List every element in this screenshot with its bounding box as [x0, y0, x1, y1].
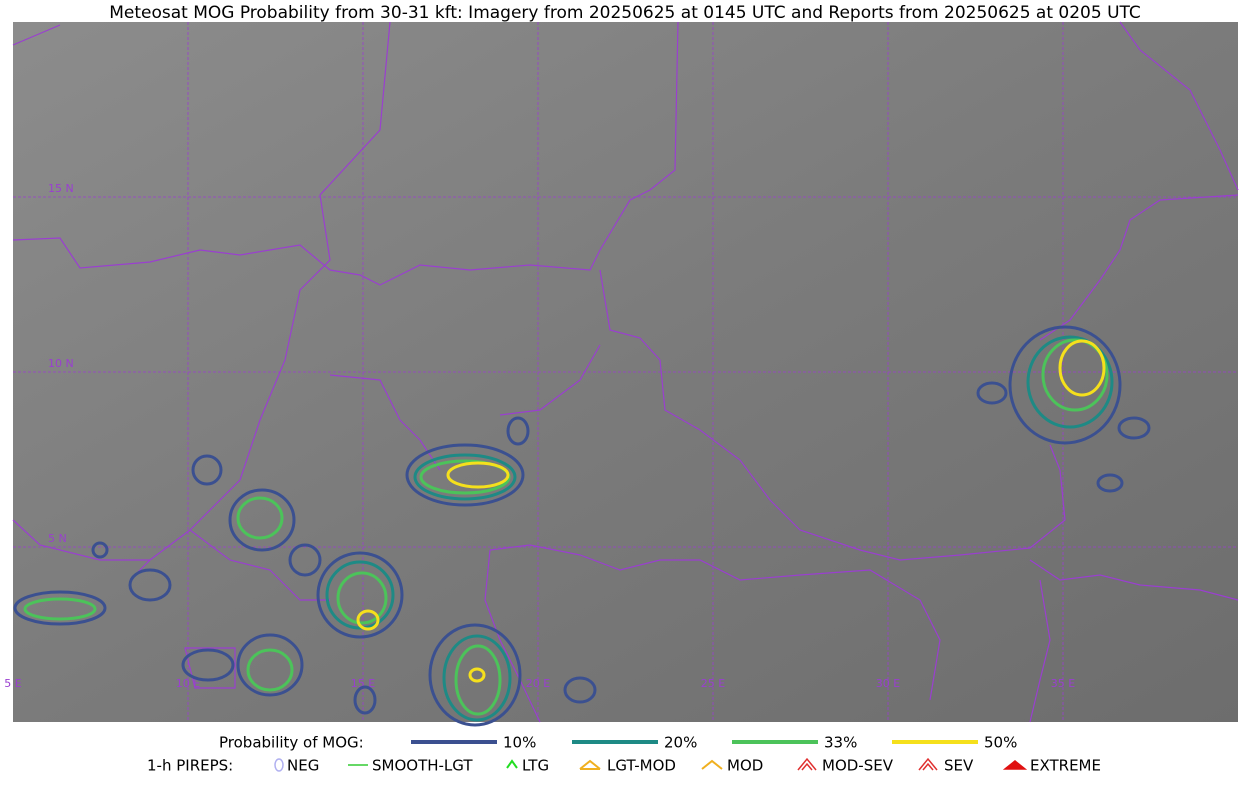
legend-label: Probability of MOG: [219, 734, 364, 752]
legend-text: LGT-MOD [607, 757, 676, 775]
lon-label: 20 E [526, 677, 550, 690]
pirep-icon [1002, 760, 1028, 770]
graticule: 15 N10 N5 N5 E 10 E 15 E 20 E 25 E 30 E 35 E [4, 22, 1238, 722]
pirep-icon [506, 759, 518, 769]
borders [12, 21, 1239, 723]
legend-text: EXTREME [1030, 757, 1101, 775]
lon-label: 10 E [176, 677, 200, 690]
legend-text: 20% [664, 734, 697, 752]
pirep-icon [918, 757, 938, 771]
title: Meteosat MOG Probability from 30-31 kft:… [109, 3, 1141, 23]
legend-text: LTG [522, 757, 549, 775]
legend-label: 1-h PIREPS: [147, 757, 233, 775]
lon-label: 25 E [701, 677, 725, 690]
lon-label: 5 E [4, 677, 21, 690]
pirep-icon [579, 759, 601, 770]
legend-text: 33% [824, 734, 857, 752]
legend-text: MOD-SEV [822, 757, 894, 775]
legend-text: NEG [287, 757, 319, 775]
legend-text: 50% [984, 734, 1017, 752]
legend-text: SEV [944, 757, 974, 775]
lat-label: 15 N [48, 182, 74, 195]
map: 15 N10 N5 N5 E 10 E 15 E 20 E 25 E 30 E 35 E [4, 21, 1239, 727]
legend: Probability of MOG: 10% 20% 33% 50% 1-h PIREP… [147, 734, 1101, 775]
pirep-icon [797, 757, 817, 771]
pirep-icon [274, 758, 284, 772]
legend-text: SMOOTH-LGT [372, 757, 473, 775]
lon-label: 30 E [876, 677, 900, 690]
legend-text: 10% [503, 734, 536, 752]
lat-label: 10 N [48, 357, 74, 370]
lon-label: 35 E [1051, 677, 1075, 690]
legend-text: MOD [727, 757, 763, 775]
lat-label: 5 N [48, 532, 67, 545]
contours [13, 325, 1151, 727]
pirep-icon [701, 759, 723, 770]
